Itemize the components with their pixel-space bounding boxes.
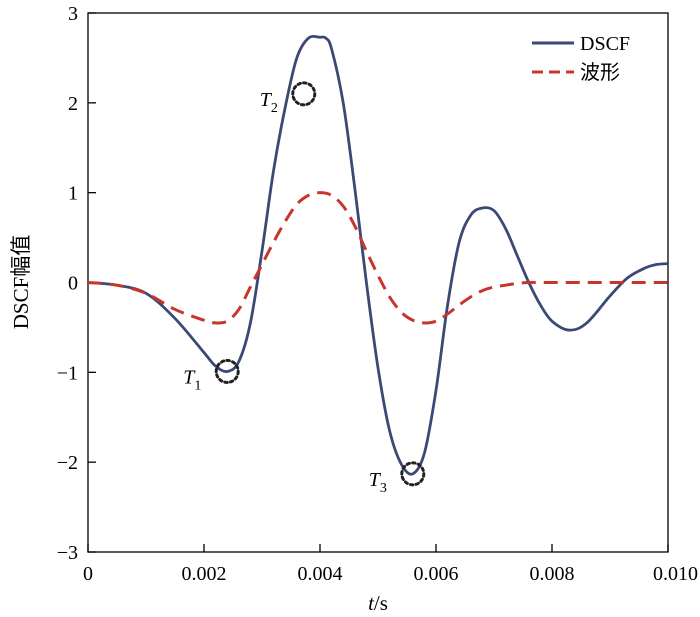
legend-label-dscf: DSCF (580, 33, 630, 55)
y-tick-label: 3 (68, 3, 78, 25)
y-tick-label: −2 (57, 452, 78, 474)
marker-circle (400, 461, 426, 487)
y-tick-label: 2 (68, 93, 78, 115)
marker-circle (214, 358, 240, 384)
x-tick-label: 0.004 (298, 563, 343, 585)
x-axis-title-unit: /s (374, 591, 388, 615)
y-tick-label: −1 (57, 362, 78, 384)
y-tick-label: 0 (68, 273, 78, 295)
legend-label-waveform: 波形 (580, 61, 620, 84)
marker-label: T2 (260, 89, 278, 116)
series-group (87, 34, 669, 476)
marker-label: T3 (369, 469, 387, 496)
y-axis-title: DSCF幅值 (9, 235, 33, 330)
x-tick-label: 0.010 (653, 563, 698, 585)
x-axis-title: t/s (368, 591, 388, 615)
x-axis: 0 0.002 0.004 0.006 0.008 0.010 (83, 544, 698, 585)
x-tick-label: 0 (83, 563, 93, 585)
y-tick-label: 1 (68, 183, 78, 205)
series-line-dscf (87, 34, 669, 476)
x-tick-label: 0.002 (182, 563, 227, 585)
markers-group: T1 T2 T3 (183, 81, 426, 496)
x-tick-label: 0.008 (530, 563, 575, 585)
legend: DSCF 波形 (532, 33, 630, 84)
x-axis-title-var: t (368, 591, 375, 615)
marker-circle (291, 81, 317, 107)
marker-label: T1 (183, 366, 201, 393)
x-tick-label: 0.006 (414, 563, 459, 585)
series-line-waveform (87, 191, 668, 325)
y-tick-label: −3 (57, 542, 78, 564)
